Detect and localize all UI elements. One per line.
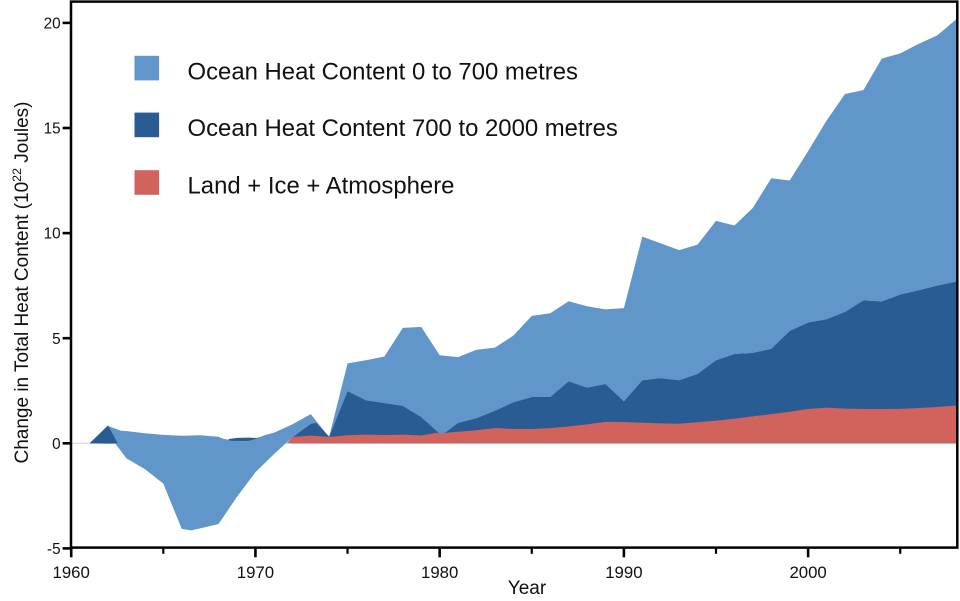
svg-text:Ocean Heat Content 700 to 2000: Ocean Heat Content 700 to 2000 metres: [188, 115, 618, 142]
svg-text:2000: 2000: [789, 563, 826, 582]
svg-text:Land + Ice + Atmosphere: Land + Ice + Atmosphere: [188, 173, 455, 200]
svg-text:20: 20: [44, 16, 61, 33]
svg-text:10: 10: [44, 226, 61, 243]
svg-text:1960: 1960: [53, 563, 90, 582]
svg-text:15: 15: [44, 121, 61, 138]
svg-text:1990: 1990: [605, 563, 642, 582]
svg-text:-5: -5: [47, 541, 61, 558]
svg-text:5: 5: [52, 331, 61, 348]
svg-text:1970: 1970: [237, 563, 274, 582]
svg-text:0: 0: [52, 436, 61, 453]
svg-text:Ocean Heat Content 0 to 700 me: Ocean Heat Content 0 to 700 metres: [188, 58, 578, 85]
svg-text:Year: Year: [508, 578, 547, 599]
svg-text:Change in Total Heat Content (: Change in Total Heat Content (1022 Joule…: [10, 102, 33, 464]
svg-text:1980: 1980: [421, 563, 458, 582]
